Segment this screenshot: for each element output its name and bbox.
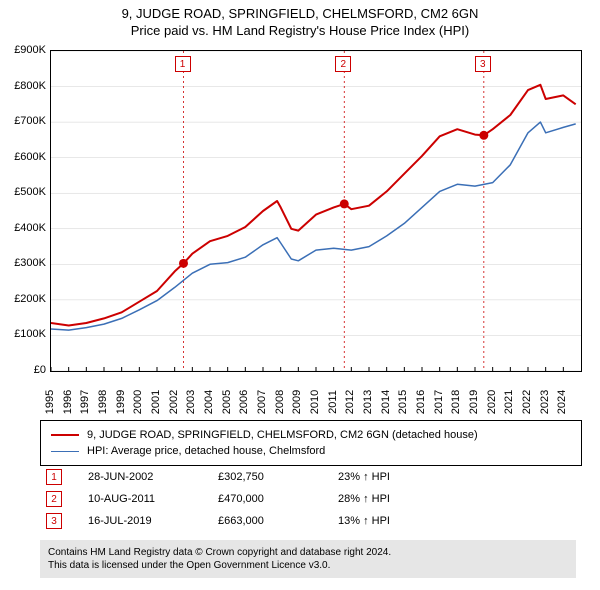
legend-item: 9, JUDGE ROAD, SPRINGFIELD, CHELMSFORD, … <box>51 427 571 443</box>
legend-label: HPI: Average price, detached house, Chel… <box>87 445 325 457</box>
event-date: 10-AUG-2011 <box>88 493 218 505</box>
x-tick-label: 1995 <box>44 390 56 414</box>
x-tick-label: 2009 <box>291 390 303 414</box>
event-marker-icon: 3 <box>46 513 62 529</box>
event-row: 3 16-JUL-2019 £663,000 13% ↑ HPI <box>40 510 560 532</box>
x-tick-label: 2006 <box>238 390 250 414</box>
x-tick-label: 2020 <box>486 390 498 414</box>
legend-item: HPI: Average price, detached house, Chel… <box>51 443 571 459</box>
event-date: 16-JUL-2019 <box>88 515 218 527</box>
plot-svg <box>51 51 581 371</box>
legend-label: 9, JUDGE ROAD, SPRINGFIELD, CHELMSFORD, … <box>87 429 478 441</box>
x-axis-ticks: 1995199619971998199920002001200220032004… <box>50 380 580 420</box>
event-marker-icon: 2 <box>46 491 62 507</box>
y-tick-label: £100K <box>0 328 46 340</box>
x-tick-label: 2005 <box>221 390 233 414</box>
x-tick-label: 2003 <box>185 390 197 414</box>
y-tick-label: £600K <box>0 151 46 163</box>
event-delta: 28% ↑ HPI <box>338 493 458 505</box>
x-tick-label: 2004 <box>203 390 215 414</box>
x-tick-label: 2019 <box>468 390 480 414</box>
x-tick-label: 2001 <box>150 390 162 414</box>
event-delta: 13% ↑ HPI <box>338 515 458 527</box>
x-tick-label: 2015 <box>397 390 409 414</box>
x-tick-label: 2002 <box>168 390 180 414</box>
event-delta: 23% ↑ HPI <box>338 471 458 483</box>
x-tick-label: 2017 <box>433 390 445 414</box>
x-tick-label: 2007 <box>256 390 268 414</box>
title-line-1: 9, JUDGE ROAD, SPRINGFIELD, CHELMSFORD, … <box>0 6 600 21</box>
footer-line-1: Contains HM Land Registry data © Crown c… <box>48 546 568 559</box>
event-row: 2 10-AUG-2011 £470,000 28% ↑ HPI <box>40 488 560 510</box>
plot-area <box>50 50 582 372</box>
x-tick-label: 2008 <box>274 390 286 414</box>
plot-event-marker-icon: 3 <box>475 56 491 72</box>
x-tick-label: 2021 <box>503 390 515 414</box>
chart-titles: 9, JUDGE ROAD, SPRINGFIELD, CHELMSFORD, … <box>0 0 600 38</box>
event-marker-icon: 1 <box>46 469 62 485</box>
y-tick-label: £300K <box>0 257 46 269</box>
legend-swatch <box>51 451 79 452</box>
events-table: 1 28-JUN-2002 £302,750 23% ↑ HPI 2 10-AU… <box>40 466 560 532</box>
x-tick-label: 1996 <box>62 390 74 414</box>
x-tick-label: 2000 <box>132 390 144 414</box>
x-tick-label: 1999 <box>115 390 127 414</box>
x-tick-label: 1998 <box>97 390 109 414</box>
plot-event-marker-icon: 1 <box>175 56 191 72</box>
title-line-2: Price paid vs. HM Land Registry's House … <box>0 23 600 38</box>
x-tick-label: 2016 <box>415 390 427 414</box>
x-tick-label: 2010 <box>309 390 321 414</box>
x-tick-label: 2018 <box>450 390 462 414</box>
x-tick-label: 2022 <box>521 390 533 414</box>
x-tick-label: 2011 <box>327 390 339 414</box>
event-row: 1 28-JUN-2002 £302,750 23% ↑ HPI <box>40 466 560 488</box>
event-price: £302,750 <box>218 471 338 483</box>
x-tick-label: 2014 <box>380 390 392 414</box>
x-tick-label: 2024 <box>556 390 568 414</box>
event-price: £663,000 <box>218 515 338 527</box>
plot-event-marker-icon: 2 <box>335 56 351 72</box>
x-tick-label: 1997 <box>79 390 91 414</box>
footer-line-2: This data is licensed under the Open Gov… <box>48 559 568 572</box>
x-tick-label: 2013 <box>362 390 374 414</box>
y-tick-label: £0 <box>0 364 46 376</box>
y-tick-label: £200K <box>0 293 46 305</box>
footer-attribution: Contains HM Land Registry data © Crown c… <box>40 540 576 578</box>
event-price: £470,000 <box>218 493 338 505</box>
y-tick-label: £900K <box>0 44 46 56</box>
legend-swatch <box>51 434 79 436</box>
y-tick-label: £500K <box>0 186 46 198</box>
x-tick-label: 2023 <box>539 390 551 414</box>
event-date: 28-JUN-2002 <box>88 471 218 483</box>
x-tick-label: 2012 <box>344 390 356 414</box>
y-tick-label: £800K <box>0 80 46 92</box>
y-tick-label: £700K <box>0 115 46 127</box>
legend: 9, JUDGE ROAD, SPRINGFIELD, CHELMSFORD, … <box>40 420 582 466</box>
y-tick-label: £400K <box>0 222 46 234</box>
